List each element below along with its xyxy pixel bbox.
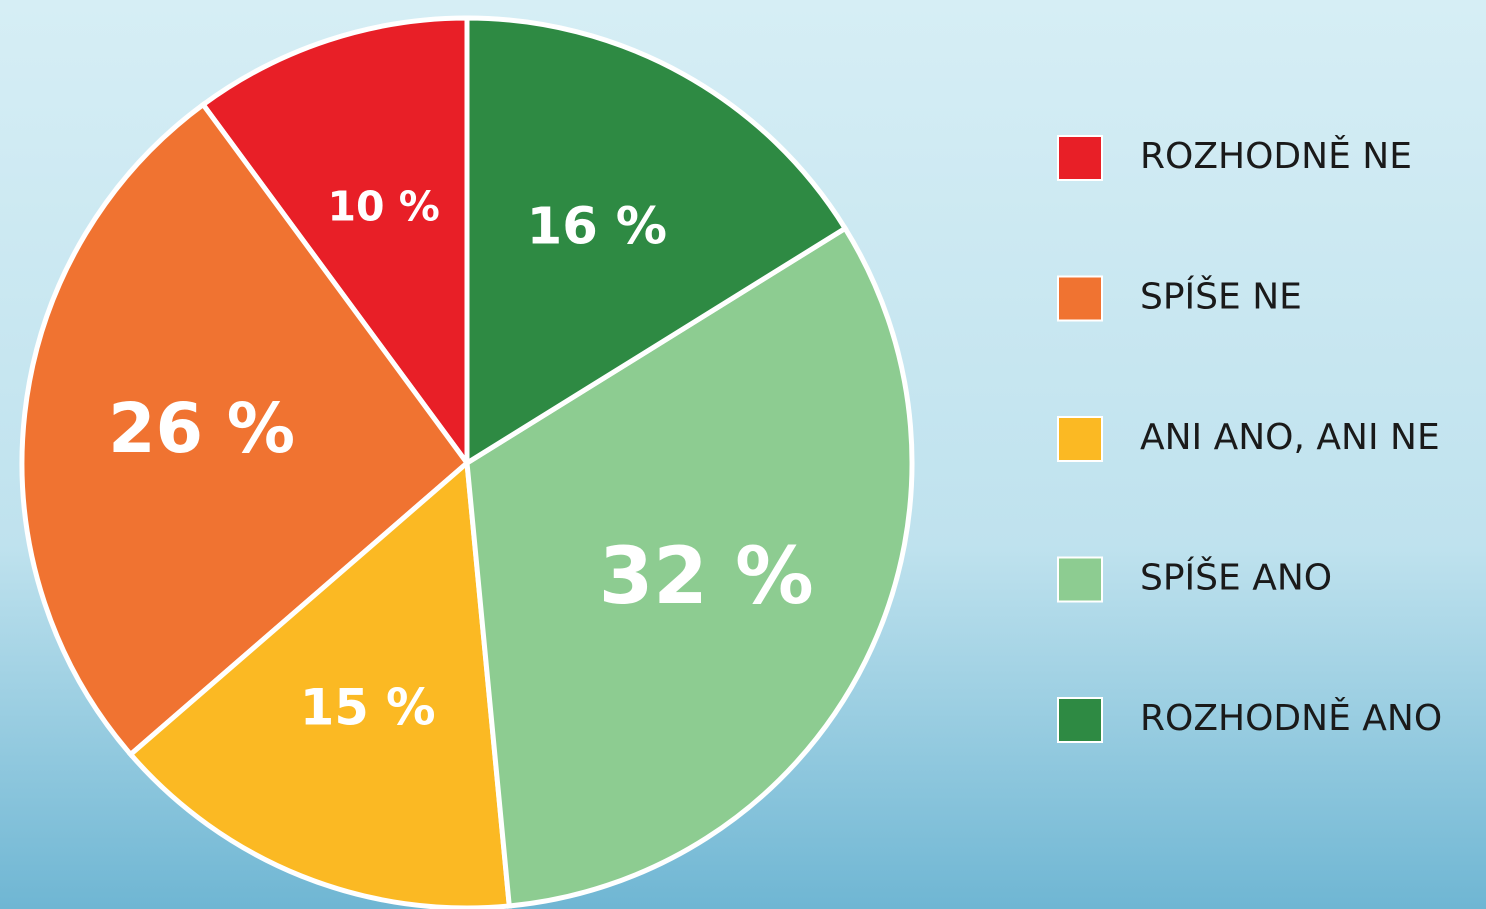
legend-label: SPÍŠE ANO bbox=[1140, 557, 1332, 599]
legend-swatch bbox=[1058, 698, 1102, 742]
legend-swatch bbox=[1058, 277, 1102, 321]
legend-label: ANI ANO, ANI NE bbox=[1140, 417, 1440, 458]
legend-label: ROZHODNĚ ANO bbox=[1140, 697, 1442, 739]
slice-label: 16 % bbox=[527, 197, 667, 257]
slice-label: 26 % bbox=[108, 390, 295, 469]
legend-label: SPÍŠE NE bbox=[1140, 276, 1302, 318]
slice-label: 10 % bbox=[327, 182, 439, 230]
pie: 10 % 26 % 15 % 32 % 16 % bbox=[22, 18, 912, 908]
legend-label: ROZHODNĚ NE bbox=[1140, 135, 1412, 177]
legend-swatch bbox=[1058, 558, 1102, 602]
legend-swatch bbox=[1058, 417, 1102, 461]
slice-label: 32 % bbox=[599, 531, 814, 622]
legend-swatch bbox=[1058, 136, 1102, 180]
slice-label: 15 % bbox=[300, 678, 436, 736]
chart: 10 % 26 % 15 % 32 % 16 % ROZHODNĚ NE SPÍŠE NE… bbox=[0, 0, 1486, 909]
